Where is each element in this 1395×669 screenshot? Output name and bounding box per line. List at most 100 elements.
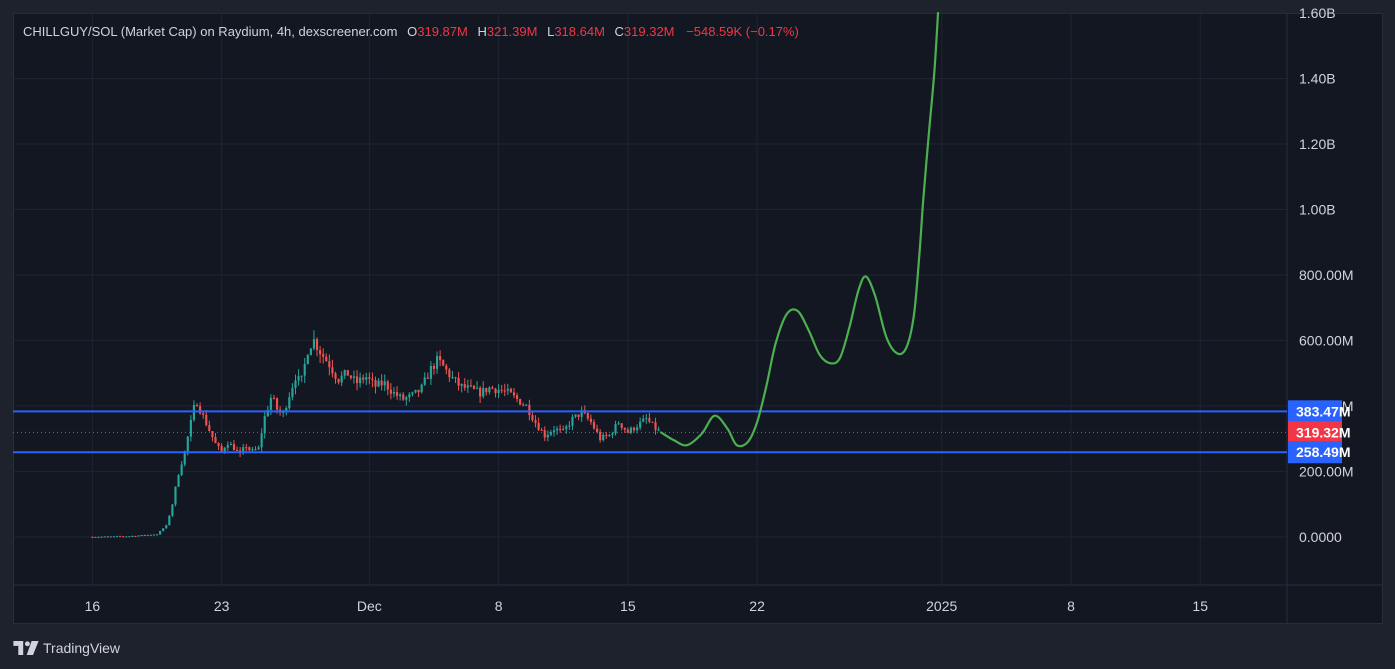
candle-body [383,381,386,386]
candle-body [115,536,119,538]
candle-body [352,376,356,378]
branding[interactable]: TradingView [13,636,120,660]
candle-body [469,385,472,387]
candle-body [266,409,269,417]
candle-body [343,370,346,376]
time-axis[interactable]: 16 23 Dec 8 15 22 2025 8 15 [85,598,1209,614]
time-tick-label: 23 [214,598,230,614]
candle-body [429,365,432,379]
candle-body [195,404,199,407]
candle-body [549,432,552,435]
candle-body [165,525,168,529]
candle-body [294,380,297,388]
candle-body [260,433,263,448]
candle-body [319,350,322,355]
candle-body [543,430,546,438]
candle-body [106,536,109,538]
candle-body [371,378,374,381]
candle-body [605,434,608,436]
candle-body [149,534,152,536]
candle-body [454,377,457,379]
candle-body [402,394,405,400]
candle-body [155,534,159,536]
price-level-lines[interactable] [13,410,1287,454]
candle-body [128,536,131,538]
candle-body [288,397,291,409]
candle-body [254,449,257,451]
candle-body [220,445,223,452]
candle-body [309,348,312,356]
candle-body [657,429,660,431]
candle-body [515,395,519,399]
candle-body [639,421,642,428]
candle-body [337,379,340,383]
candle-body [635,427,639,431]
candle-body [269,398,272,410]
price-axis[interactable]: 0.0000200.00M400.00M600.00M800.00M1.00B1… [1288,5,1353,545]
candle-body [137,535,140,537]
candle-body [263,416,266,434]
candle-body [432,365,436,369]
current-price-tag [1288,421,1342,444]
legend-open-value: 319.87M [417,24,468,39]
candle-body [386,381,389,390]
time-tick-label: 16 [85,598,101,614]
candle-body [512,392,516,396]
candle-body [374,380,377,387]
candle-body [623,427,626,430]
time-tick-label: 8 [495,598,503,614]
candle-body [377,380,380,387]
candle-body [152,534,156,536]
candle-body [300,375,303,377]
candle-body [251,449,254,451]
candle-body [522,404,525,406]
candlestick-series [91,330,660,539]
candle-body [608,434,611,436]
candle-body [349,375,352,378]
candle-body [202,413,205,415]
candle-body [571,416,574,426]
ohlc-legend: CHILLGUY/SOL (Market Cap) on Raydium, 4h… [23,24,799,39]
candle-body [346,370,349,376]
candle-body [488,387,491,393]
candle-body [325,356,328,362]
candle-body [328,361,331,368]
price-tick-label: 1.40B [1299,70,1336,86]
candle-body [331,367,334,374]
candle-body [503,390,506,392]
legend-low-label: L [547,24,555,39]
candle-body [654,422,657,431]
candle-body [389,389,392,394]
candle-body [91,536,94,538]
candle-body [229,444,232,446]
candle-body [509,388,512,393]
candle-body [303,363,306,376]
candle-body [192,404,196,421]
candle-body [362,377,365,380]
candle-body [595,428,599,432]
projection-drawing[interactable] [659,11,940,448]
time-tick-label: 15 [1192,598,1208,614]
candle-body [109,536,112,538]
candle-body [540,429,543,431]
candle-body [506,388,509,391]
candle-body [497,389,500,394]
chart-panel[interactable] [13,13,1383,624]
candle-body [322,354,325,357]
candle-body [359,377,362,384]
candle-body [574,414,577,417]
candle-body [482,387,485,397]
candle-body [642,418,645,422]
candle-body [186,436,189,452]
candle-body [408,394,411,398]
candle-body [174,486,177,505]
price-tick-label: 0.0000 [1299,529,1342,545]
time-tick-label: Dec [357,598,382,614]
price-tick-label: 1.00B [1299,201,1336,217]
candle-body [235,450,239,452]
candle-body [272,398,276,400]
candle-body [146,534,149,536]
candle-body [405,397,408,400]
candle-body [475,387,479,389]
